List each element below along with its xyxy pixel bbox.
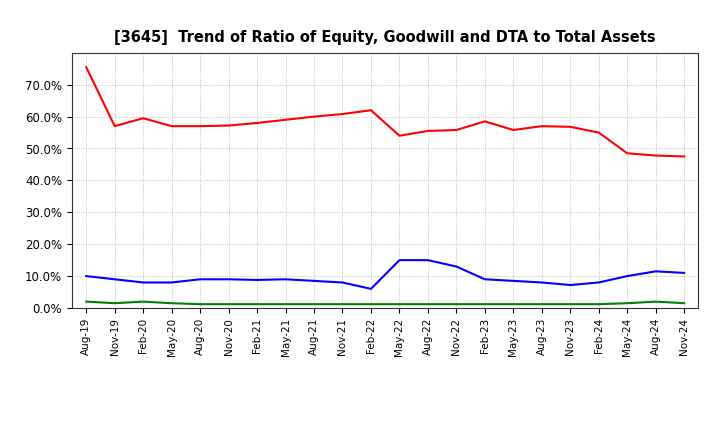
Deferred Tax Assets (82, 299, 91, 304)
Deferred Tax Assets (310, 301, 318, 307)
Equity (680, 154, 688, 159)
Equity (110, 124, 119, 129)
Deferred Tax Assets (338, 301, 347, 307)
Equity (566, 124, 575, 129)
Goodwill (537, 280, 546, 285)
Line: Equity: Equity (86, 67, 684, 157)
Deferred Tax Assets (452, 301, 461, 307)
Deferred Tax Assets (395, 301, 404, 307)
Goodwill (566, 282, 575, 288)
Deferred Tax Assets (366, 301, 375, 307)
Goodwill (480, 277, 489, 282)
Deferred Tax Assets (595, 301, 603, 307)
Equity (167, 124, 176, 129)
Deferred Tax Assets (652, 299, 660, 304)
Equity (537, 124, 546, 129)
Equity (225, 123, 233, 128)
Deferred Tax Assets (480, 301, 489, 307)
Deferred Tax Assets (509, 301, 518, 307)
Deferred Tax Assets (110, 301, 119, 306)
Deferred Tax Assets (196, 301, 204, 307)
Goodwill (196, 277, 204, 282)
Equity (595, 130, 603, 135)
Goodwill (509, 278, 518, 283)
Goodwill (338, 280, 347, 285)
Equity (139, 116, 148, 121)
Equity (623, 150, 631, 156)
Deferred Tax Assets (139, 299, 148, 304)
Equity (82, 65, 91, 70)
Title: [3645]  Trend of Ratio of Equity, Goodwill and DTA to Total Assets: [3645] Trend of Ratio of Equity, Goodwil… (114, 29, 656, 45)
Goodwill (395, 257, 404, 263)
Deferred Tax Assets (282, 301, 290, 307)
Equity (480, 119, 489, 124)
Goodwill (310, 278, 318, 283)
Goodwill (595, 280, 603, 285)
Equity (366, 107, 375, 113)
Goodwill (452, 264, 461, 269)
Equity (282, 117, 290, 122)
Deferred Tax Assets (423, 301, 432, 307)
Deferred Tax Assets (680, 301, 688, 306)
Goodwill (623, 273, 631, 279)
Line: Deferred Tax Assets: Deferred Tax Assets (86, 302, 684, 304)
Line: Goodwill: Goodwill (86, 260, 684, 289)
Deferred Tax Assets (623, 301, 631, 306)
Equity (509, 127, 518, 132)
Equity (395, 133, 404, 138)
Goodwill (167, 280, 176, 285)
Deferred Tax Assets (225, 301, 233, 307)
Goodwill (110, 277, 119, 282)
Goodwill (366, 286, 375, 291)
Deferred Tax Assets (167, 301, 176, 306)
Equity (310, 114, 318, 119)
Goodwill (282, 277, 290, 282)
Goodwill (652, 269, 660, 274)
Goodwill (225, 277, 233, 282)
Deferred Tax Assets (253, 301, 261, 307)
Goodwill (253, 277, 261, 282)
Goodwill (139, 280, 148, 285)
Goodwill (423, 257, 432, 263)
Goodwill (82, 273, 91, 279)
Equity (452, 127, 461, 132)
Deferred Tax Assets (566, 301, 575, 307)
Deferred Tax Assets (537, 301, 546, 307)
Equity (652, 153, 660, 158)
Equity (253, 120, 261, 126)
Equity (338, 111, 347, 117)
Goodwill (680, 270, 688, 275)
Equity (423, 128, 432, 134)
Equity (196, 124, 204, 129)
